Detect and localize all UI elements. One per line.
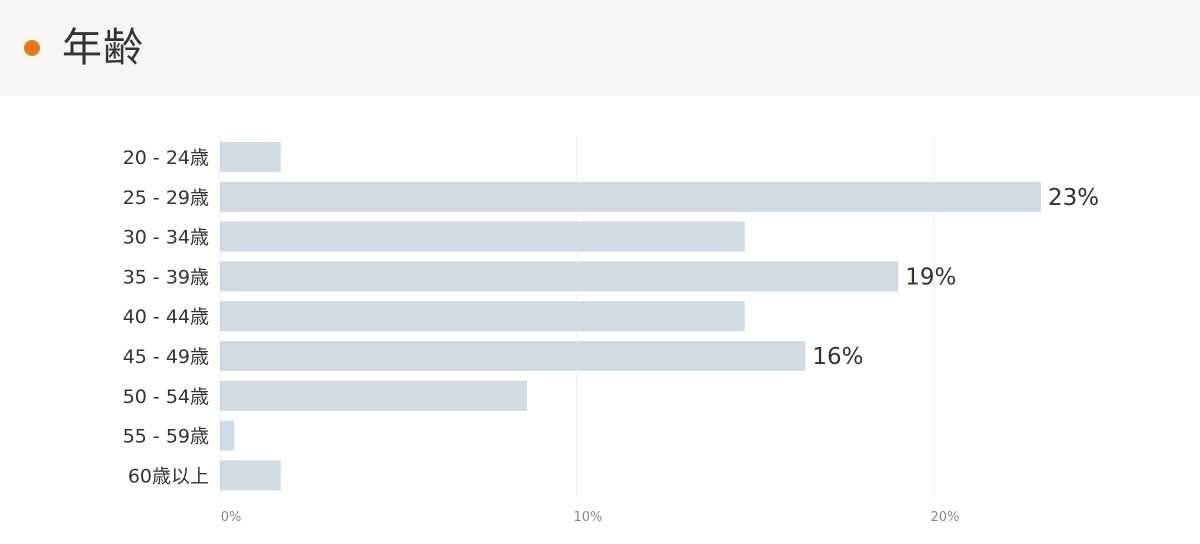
bar <box>220 221 745 252</box>
data-label: 19% <box>905 264 956 290</box>
category-label: 40 - 44歳 <box>123 306 209 328</box>
data-label: 16% <box>812 344 863 370</box>
age-bar-chart: 0% 10% 20% 20 - 24歳 25 - 29歳 23% 30 - 34歳 35 - … <box>123 136 1099 525</box>
category-label: 30 - 34歳 <box>123 227 209 249</box>
bar <box>220 301 745 332</box>
data-label: 23% <box>1048 185 1099 211</box>
bar <box>220 460 281 491</box>
x-tick-label: 20% <box>930 510 959 525</box>
category-label: 35 - 39歳 <box>123 266 209 288</box>
bar <box>220 420 235 451</box>
bar <box>220 341 806 371</box>
bar <box>220 380 527 411</box>
x-tick-label: 0% <box>221 510 242 525</box>
page-title: 年齢 <box>62 25 144 71</box>
category-label: 25 - 29歳 <box>123 187 209 209</box>
x-tick-label: 10% <box>574 510 603 525</box>
category-label: 45 - 49歳 <box>123 346 209 368</box>
bar <box>220 181 1041 212</box>
header: 年齢 <box>0 0 1200 96</box>
bar <box>220 261 899 292</box>
bar <box>220 142 281 172</box>
category-label: 55 - 59歳 <box>123 426 209 448</box>
category-label: 20 - 24歳 <box>123 147 209 169</box>
category-label: 60歳以上 <box>128 465 209 487</box>
bullet-dot-icon <box>24 40 40 56</box>
category-label: 50 - 54歳 <box>123 386 209 408</box>
